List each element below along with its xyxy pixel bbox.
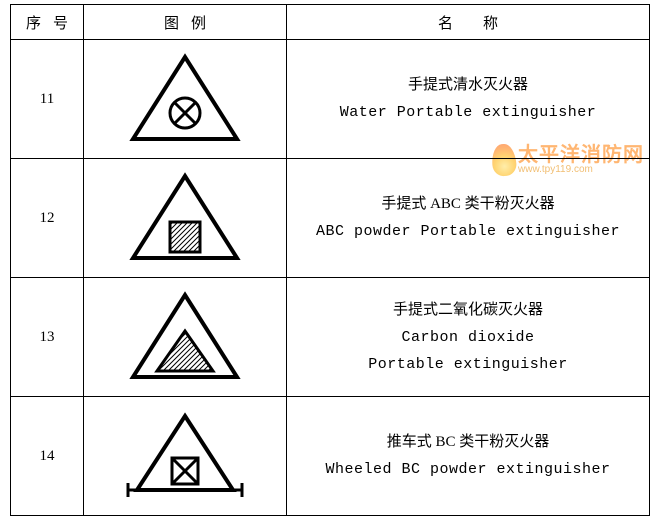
name-en: ABC powder Portable extinguisher bbox=[288, 218, 648, 245]
seq-cell: 13 bbox=[11, 278, 84, 397]
name-cn: 推车式 BC 类干粉灭火器 bbox=[288, 429, 648, 456]
table-row: 14 推车式 BC 类干粉灭火器 Wheeled BC powder extin… bbox=[11, 397, 650, 516]
seq-cell: 12 bbox=[11, 159, 84, 278]
name-cn: 手提式清水灭火器 bbox=[288, 72, 648, 99]
name-cell: 手提式二氧化碳灭火器 Carbon dioxide Portable extin… bbox=[287, 278, 650, 397]
name-en-1: Carbon dioxide bbox=[288, 324, 648, 351]
seq-cell: 14 bbox=[11, 397, 84, 516]
symbol-cell bbox=[84, 397, 287, 516]
header-seq: 序号 bbox=[11, 5, 84, 40]
name-en: Wheeled BC powder extinguisher bbox=[288, 456, 648, 483]
name-cell: 手提式 ABC 类干粉灭火器 ABC powder Portable extin… bbox=[287, 159, 650, 278]
name-en: Water Portable extinguisher bbox=[288, 99, 648, 126]
symbol-cell bbox=[84, 278, 287, 397]
water-extinguisher-icon bbox=[125, 51, 245, 147]
wheeled-bc-extinguisher-icon bbox=[120, 408, 250, 504]
symbol-cell bbox=[84, 40, 287, 159]
header-symbol: 图例 bbox=[84, 5, 287, 40]
table-row: 12 手提式 ABC 类干粉灭火器 ABC powder Portable ex… bbox=[11, 159, 650, 278]
name-cn: 手提式 ABC 类干粉灭火器 bbox=[288, 191, 648, 218]
table-row: 13 手提式二氧化碳灭火器 Carbon dioxide Portable ex… bbox=[11, 278, 650, 397]
abc-powder-extinguisher-icon bbox=[125, 170, 245, 266]
name-cell: 推车式 BC 类干粉灭火器 Wheeled BC powder extingui… bbox=[287, 397, 650, 516]
header-name: 名称 bbox=[287, 5, 650, 40]
name-en-2: Portable extinguisher bbox=[288, 351, 648, 378]
symbol-cell bbox=[84, 159, 287, 278]
co2-extinguisher-icon bbox=[125, 289, 245, 385]
name-cn: 手提式二氧化碳灭火器 bbox=[288, 297, 648, 324]
name-cell: 手提式清水灭火器 Water Portable extinguisher bbox=[287, 40, 650, 159]
table-row: 11 手提式清水灭火器 Water Portable extinguisher bbox=[11, 40, 650, 159]
header-row: 序号 图例 名称 bbox=[11, 5, 650, 40]
seq-cell: 11 bbox=[11, 40, 84, 159]
legend-table: 序号 图例 名称 11 手提式清水灭火器 Water Portable exti… bbox=[10, 4, 650, 516]
